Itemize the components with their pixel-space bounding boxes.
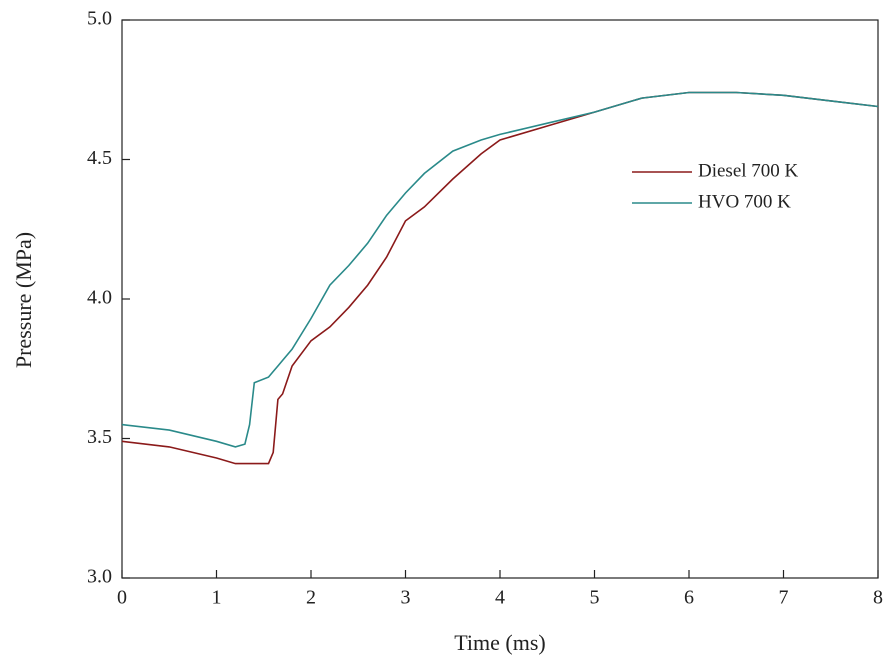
legend-label: Diesel 700 K xyxy=(698,160,799,181)
x-tick-label: 1 xyxy=(212,587,222,609)
series-line xyxy=(121,91,879,465)
y-tick-label: 4.0 xyxy=(87,287,112,309)
x-tick-label: 6 xyxy=(684,587,694,609)
y-axis-title: Pressure (MPa) xyxy=(11,232,36,368)
y-tick-label: 5.0 xyxy=(87,8,112,30)
x-tick-label: 5 xyxy=(590,587,600,609)
x-tick-label: 4 xyxy=(495,587,505,609)
x-tick-label: 2 xyxy=(306,587,316,609)
x-tick-label: 8 xyxy=(873,587,883,609)
x-tick-label: 0 xyxy=(117,587,127,609)
x-tick-label: 7 xyxy=(779,587,789,609)
x-axis-title: Time (ms) xyxy=(454,630,545,655)
x-tick-label: 3 xyxy=(401,587,411,609)
y-tick-label: 4.5 xyxy=(87,147,112,169)
y-tick-label: 3.0 xyxy=(87,566,112,588)
y-tick-label: 3.5 xyxy=(87,426,112,448)
plot-frame xyxy=(121,19,879,579)
legend-label: HVO 700 K xyxy=(698,191,791,212)
series-line xyxy=(121,91,879,448)
